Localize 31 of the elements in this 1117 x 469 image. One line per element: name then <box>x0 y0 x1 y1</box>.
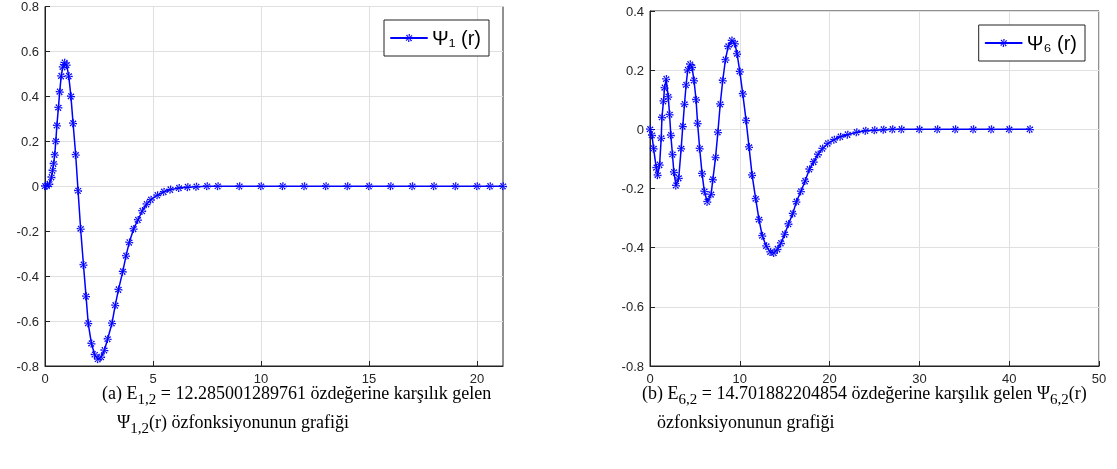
x-tick-label: 30 <box>912 371 927 386</box>
y-tick-label: 0.4 <box>20 88 39 104</box>
x-tick-label: 40 <box>1001 371 1017 386</box>
y-tick-label: -0.4 <box>621 240 644 256</box>
y-tick-label: 0.8 <box>20 0 39 14</box>
x-tick-label: 0 <box>646 371 654 386</box>
y-tick-label: -0.8 <box>16 358 39 374</box>
y-tick-label: 0.2 <box>20 133 39 149</box>
text: (b) E$_{6,2}$ = 14.701882204854 özdeğerine karşılık gelen Ψ$_{6,2}$(r) özfonksiyonunun grafiği <box>642 383 1087 432</box>
y-tick-label: -0.2 <box>16 223 39 239</box>
x-tick-label: 5 <box>149 371 157 386</box>
y-tick-label: -0.6 <box>621 299 644 315</box>
y-tick-label: -0.8 <box>621 358 644 374</box>
x-tick-label: 20 <box>822 371 837 386</box>
y-tick-label: 0 <box>31 178 39 194</box>
y-tick-label: -0.6 <box>16 313 39 329</box>
x-tick-label: 0 <box>41 371 49 386</box>
x-tick-label: 10 <box>732 371 748 386</box>
y-tick-label: -0.2 <box>621 181 644 196</box>
x-tick-label: 10 <box>253 371 269 386</box>
legend-label: Ψ₆ (r) <box>1026 32 1077 54</box>
y-tick-label: 0.2 <box>625 62 644 78</box>
y-tick-label: 0 <box>636 121 644 137</box>
y-tick-label: 0.4 <box>625 3 644 19</box>
x-tick-label: 15 <box>361 371 377 386</box>
x-tick-label: 20 <box>469 371 485 386</box>
x-tick-label: 50 <box>1091 371 1107 386</box>
y-tick-label: 0.6 <box>20 43 39 59</box>
y-tick-label: -0.4 <box>16 268 39 284</box>
legend-label: Ψ₁ (r) <box>432 27 482 49</box>
text: (a) E$_{1,2}$ = 12.285001289761 özdeğerine karşılık gelen Ψ$_{1,2}$(r) özfonksiyonunun grafiği <box>102 383 492 436</box>
